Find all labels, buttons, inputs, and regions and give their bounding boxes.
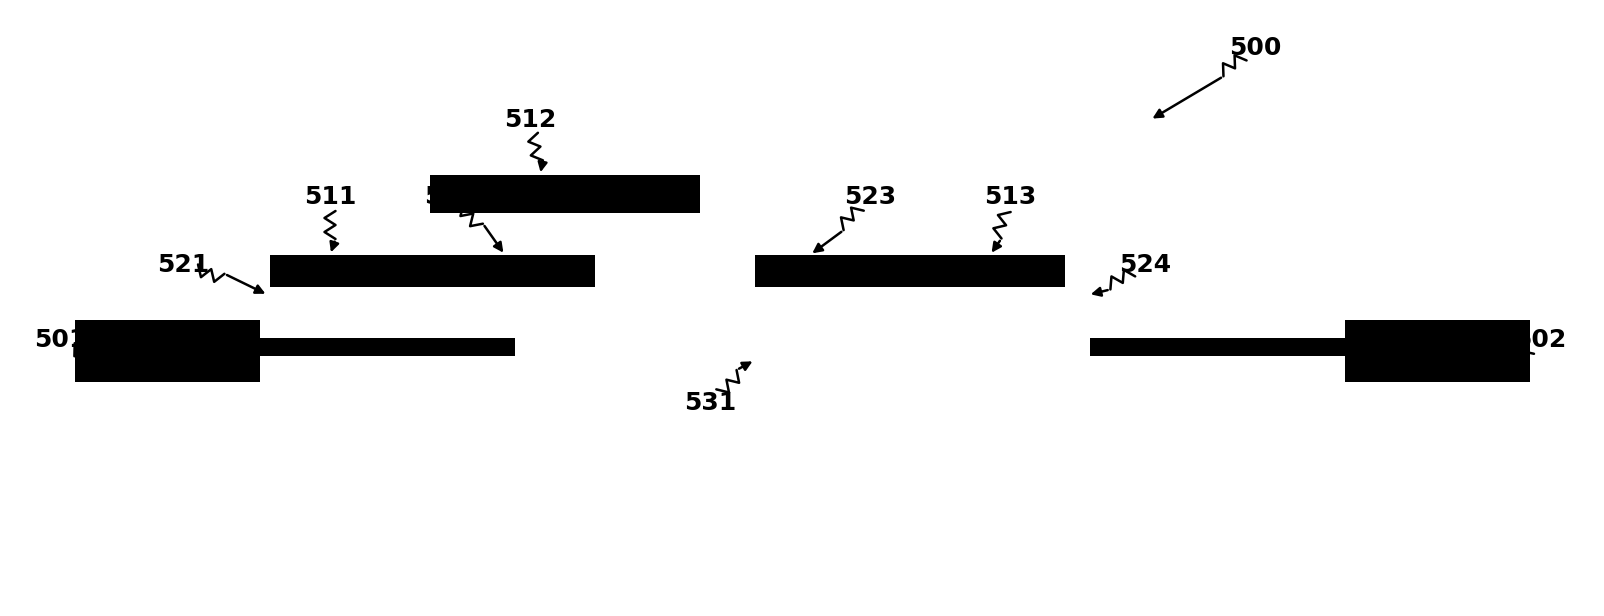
Bar	[430, 175, 699, 213]
Bar	[260, 338, 515, 356]
Text: 501: 501	[34, 328, 87, 352]
Text: 513: 513	[983, 185, 1036, 209]
Text: 511: 511	[303, 185, 356, 209]
Text: 512: 512	[504, 108, 557, 132]
Text: 502: 502	[1514, 328, 1566, 352]
Bar	[755, 255, 855, 287]
Bar	[75, 320, 260, 382]
Text: 523: 523	[844, 185, 897, 209]
Text: 531: 531	[683, 391, 736, 415]
Bar	[1091, 338, 1346, 356]
Text: 521: 521	[157, 253, 209, 277]
Text: 522: 522	[423, 185, 476, 209]
Bar	[430, 255, 595, 287]
Bar	[269, 255, 430, 287]
Text: 500: 500	[1229, 36, 1282, 60]
Bar	[855, 255, 1065, 287]
Text: 524: 524	[1120, 253, 1171, 277]
Bar	[1346, 320, 1530, 382]
